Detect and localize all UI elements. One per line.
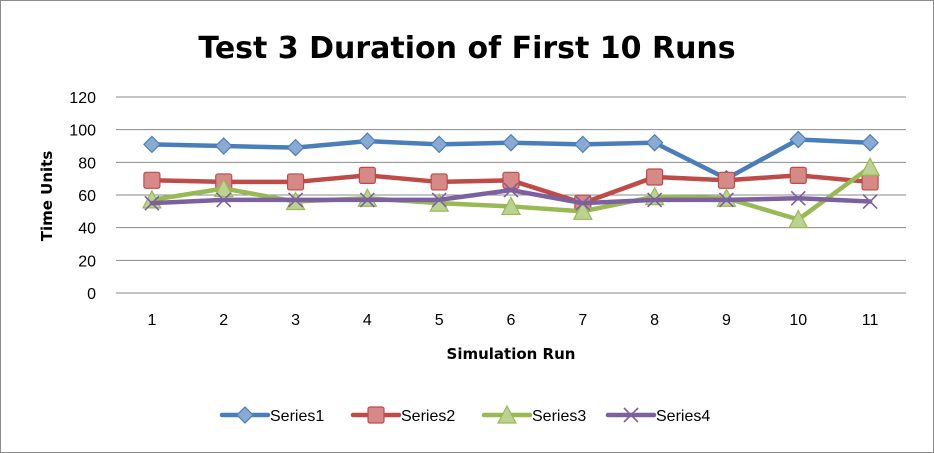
data-point bbox=[861, 173, 879, 191]
series-1 bbox=[143, 130, 879, 188]
x-tick-label: 4 bbox=[363, 312, 372, 329]
data-point bbox=[647, 192, 663, 208]
y-tick-label: 40 bbox=[78, 221, 96, 238]
y-tick-label: 20 bbox=[78, 253, 96, 270]
data-point bbox=[573, 135, 592, 154]
data-point bbox=[358, 132, 377, 150]
series-layer bbox=[141, 130, 881, 229]
data-point bbox=[430, 135, 449, 154]
y-tick-label: 0 bbox=[87, 286, 96, 303]
data-point bbox=[359, 192, 375, 208]
data-point bbox=[431, 192, 447, 208]
y-axis-label: Time Units bbox=[38, 151, 56, 242]
legend-item-series2: Series2 bbox=[350, 406, 455, 425]
data-point bbox=[213, 178, 234, 198]
legend-marker bbox=[497, 404, 517, 424]
data-point bbox=[430, 173, 448, 191]
x-tick-label: 9 bbox=[722, 312, 731, 329]
data-point bbox=[429, 192, 450, 212]
legend-label: Series3 bbox=[532, 408, 586, 425]
data-point bbox=[286, 173, 305, 191]
legend-marker bbox=[236, 406, 254, 424]
series-3 bbox=[141, 156, 881, 229]
data-point bbox=[717, 171, 736, 189]
data-point bbox=[572, 201, 593, 220]
legend-marker bbox=[623, 407, 639, 423]
data-point bbox=[214, 137, 233, 155]
x-tick-label: 8 bbox=[650, 312, 659, 329]
data-point bbox=[645, 133, 664, 152]
legend-label: Series2 bbox=[401, 408, 455, 425]
x-tick-label: 2 bbox=[219, 312, 228, 329]
data-point bbox=[862, 193, 878, 210]
data-point bbox=[143, 135, 161, 154]
y-tick-label: 80 bbox=[78, 155, 96, 172]
data-point bbox=[789, 166, 807, 184]
x-tick-label: 6 bbox=[507, 312, 516, 329]
legend-label: Series1 bbox=[270, 408, 324, 425]
data-point bbox=[501, 196, 521, 216]
data-point bbox=[788, 209, 809, 229]
data-point bbox=[860, 156, 881, 176]
legend-label: Series4 bbox=[656, 408, 710, 425]
x-tick-label: 1 bbox=[147, 312, 156, 329]
data-point bbox=[790, 190, 806, 206]
x-tick-label: 5 bbox=[435, 312, 444, 329]
legend-marker bbox=[367, 406, 385, 424]
data-point bbox=[502, 133, 520, 152]
grid-lines bbox=[116, 96, 906, 294]
x-tick-label: 10 bbox=[789, 312, 807, 329]
data-point bbox=[216, 192, 232, 208]
data-point bbox=[286, 138, 305, 157]
data-point bbox=[143, 171, 161, 189]
data-point bbox=[861, 133, 879, 152]
data-point bbox=[503, 182, 519, 198]
legend: Series1 Series2 Series3 Series4 bbox=[219, 404, 710, 425]
y-tick-label: 120 bbox=[69, 90, 96, 107]
legend-item-series4: Series4 bbox=[605, 407, 710, 425]
x-tick-label: 3 bbox=[291, 312, 300, 329]
data-point bbox=[358, 166, 376, 184]
data-point bbox=[144, 195, 160, 211]
series-4 bbox=[144, 182, 878, 211]
data-point bbox=[287, 192, 304, 208]
data-point bbox=[575, 195, 591, 211]
x-axis-label: Simulation Run bbox=[447, 345, 576, 363]
y-tick-label: 60 bbox=[78, 188, 96, 205]
legend-item-series1: Series1 bbox=[219, 406, 324, 425]
data-point bbox=[789, 130, 808, 149]
x-axis-ticks: 1 2 3 4 5 6 7 8 9 10 11 bbox=[147, 312, 878, 329]
data-point bbox=[718, 192, 735, 208]
chart-title: Test 3 Duration of First 10 Runs bbox=[198, 31, 735, 66]
data-point bbox=[646, 168, 664, 186]
y-tick-label: 100 bbox=[69, 123, 96, 140]
x-tick-label: 11 bbox=[862, 312, 879, 329]
x-tick-label: 7 bbox=[578, 312, 587, 329]
data-point bbox=[502, 171, 520, 189]
y-axis-ticks: 0 20 40 60 80 100 120 bbox=[69, 90, 96, 303]
legend-item-series3: Series3 bbox=[481, 404, 586, 425]
